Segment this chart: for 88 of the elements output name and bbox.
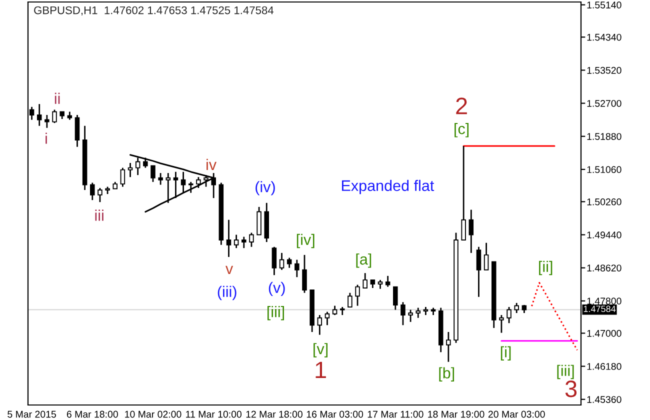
annotation: [iv] — [296, 234, 314, 248]
annotation: [v] — [314, 343, 328, 358]
annotation: [b] — [439, 367, 454, 382]
candlestick — [143, 157, 148, 168]
candlestick — [514, 302, 519, 314]
candlestick — [416, 307, 421, 319]
y-tick-label: 1.51880 — [587, 133, 622, 140]
candlestick — [135, 157, 140, 176]
x-tick-label: 20 Mar 03:00 — [488, 410, 545, 418]
candlestick — [408, 309, 413, 323]
x-tick-label: 17 Mar 11:00 — [368, 410, 424, 418]
candlestick — [74, 114, 80, 148]
annotation: v — [226, 266, 234, 274]
line-series — [530, 282, 578, 351]
candlestick — [324, 311, 330, 326]
candlestick — [348, 292, 352, 308]
candlestick — [44, 114, 50, 129]
x-tick-label: 5 Mar 2015 — [8, 410, 56, 418]
candlestick — [506, 306, 512, 324]
candlestick — [393, 286, 398, 310]
candlestick — [317, 314, 322, 336]
annotation: (v) — [268, 282, 285, 296]
annotation: (iv) — [256, 181, 275, 196]
y-tick-label: 1.49440 — [587, 232, 622, 238]
y-tick-label: 1.48620 — [587, 264, 622, 272]
candlestick — [468, 209, 474, 254]
annotation: 2 — [456, 98, 467, 114]
candlestick — [226, 219, 232, 258]
candlestick — [256, 206, 262, 236]
annotation: ii — [54, 92, 60, 104]
y-tick-label: 1.45360 — [587, 396, 622, 403]
candlestick — [294, 259, 300, 278]
annotation: [i] — [500, 346, 511, 360]
candlestick — [52, 109, 57, 124]
chart-title: GBPUSD,H1 1.47602 1.47653 1.47525 1.47584 — [34, 6, 274, 16]
candlestick — [128, 162, 133, 178]
ref-line-label: 1.47584 — [584, 306, 616, 312]
y-tick-label: 1.52700 — [587, 100, 622, 107]
candlestick — [150, 165, 156, 183]
annotation: Expanded flat — [342, 180, 434, 194]
y-tick-label: 1.55140 — [587, 2, 622, 8]
annotation: 3 — [565, 380, 577, 398]
y-tick-label: 1.51060 — [587, 166, 622, 174]
candlestick — [484, 242, 489, 271]
y-tick-label: 1.50260 — [587, 198, 622, 206]
candlestick — [355, 284, 360, 306]
annotation: [iii] — [557, 364, 574, 380]
annotation: (iii) — [218, 286, 236, 300]
candlestick — [461, 145, 466, 241]
annotation: [a] — [356, 253, 372, 268]
x-tick-label: 12 Mar 18:00 — [246, 410, 302, 418]
candlestick — [188, 181, 194, 194]
x-tick-label: 11 Mar 10:00 — [186, 410, 242, 418]
candlestick — [302, 254, 307, 294]
candlestick — [385, 275, 390, 288]
candlestick — [499, 314, 504, 334]
candlestick — [476, 246, 482, 298]
candlestick — [279, 252, 284, 271]
candlestick — [120, 167, 126, 188]
candlestick — [242, 236, 246, 249]
candlestick — [286, 257, 292, 269]
y-tick-label: 1.54340 — [587, 34, 622, 41]
candlestick — [249, 232, 254, 248]
annotation: iv — [206, 158, 217, 170]
x-tick-label: 10 Mar 02:00 — [125, 410, 182, 418]
candlestick — [446, 331, 451, 363]
candlestick — [98, 187, 102, 203]
candlestick — [272, 246, 277, 276]
candlestick — [36, 103, 42, 127]
x-tick-label: 18 Mar 19:00 — [428, 410, 484, 418]
y-tick-label: 1.46180 — [587, 363, 622, 370]
candlestick — [158, 172, 163, 186]
x-tick-label: 6 Mar 18:00 — [66, 410, 118, 418]
x-tick-label: 16 Mar 03:00 — [306, 410, 364, 418]
candlestick — [90, 182, 95, 201]
candlestick — [400, 301, 406, 326]
y-tick-label: 1.47000 — [587, 330, 622, 337]
candlestick — [362, 272, 368, 289]
candlestick — [332, 305, 338, 316]
annotation: 1 — [316, 362, 326, 378]
annotation: iii — [95, 210, 104, 221]
candlestick — [234, 234, 239, 249]
y-tick-label: 1.53520 — [587, 66, 622, 74]
annotation: i — [46, 132, 47, 144]
annotation: [ii] — [539, 260, 552, 276]
annotation: [c] — [454, 123, 469, 138]
annotation: [iii] — [267, 306, 284, 320]
y-tick-label: 1.47800 — [587, 298, 622, 305]
